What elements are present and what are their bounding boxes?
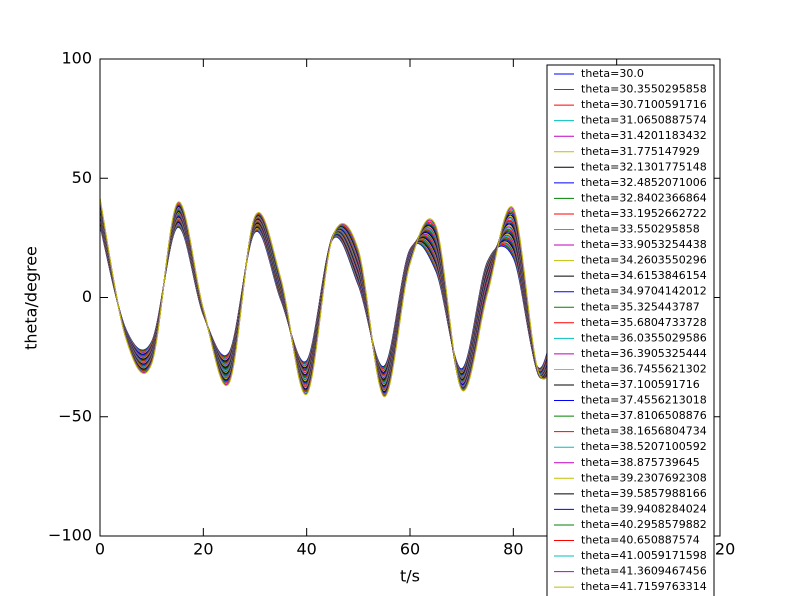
legend-label: theta=30.0 (581, 67, 644, 80)
legend-label: theta=41.0059171598 (581, 549, 707, 562)
series-line (99, 202, 618, 393)
series-line (99, 206, 618, 389)
legend-label: theta=38.1656804734 (581, 425, 707, 438)
legend-label: theta=35.325443787 (581, 300, 700, 313)
legend-label: theta=34.6153846154 (581, 269, 707, 282)
x-tick-label: 80 (503, 540, 523, 559)
series-line (99, 221, 618, 374)
legend-label: theta=31.775147929 (581, 145, 700, 158)
series-line (99, 203, 618, 392)
series-line (99, 223, 618, 372)
legend-label: theta=31.4201183432 (581, 129, 707, 142)
legend-label: theta=38.875739645 (581, 456, 700, 469)
legend-label: theta=39.9408284024 (581, 502, 707, 515)
legend-label: theta=37.8106508876 (581, 409, 707, 422)
legend-label: theta=30.7100591716 (581, 98, 707, 111)
series-line (99, 205, 618, 390)
y-tick-label: 100 (61, 49, 92, 68)
series-line (99, 218, 618, 377)
series-line (99, 200, 618, 395)
series-line (99, 198, 618, 397)
legend-label: theta=37.100591716 (581, 378, 700, 391)
series-line (99, 212, 618, 383)
legend-label: theta=33.9053254438 (581, 238, 707, 251)
legend-label: theta=41.3609467456 (581, 565, 707, 578)
x-tick-label: 0 (95, 540, 105, 559)
legend-label: theta=33.550295858 (581, 223, 700, 236)
y-tick-label: −50 (58, 406, 92, 425)
legend-label: theta=35.6804733728 (581, 316, 707, 329)
legend: theta=30.0 theta=30.3550295858 theta=30.71… (546, 64, 715, 596)
legend-label: theta=36.0355029586 (581, 331, 707, 344)
legend-label: theta=32.1301775148 (581, 160, 707, 173)
legend-label: theta=37.4556213018 (581, 394, 707, 407)
legend-label: theta=36.3905325444 (581, 347, 707, 360)
x-tick-label: 20 (193, 540, 213, 559)
y-tick-label: 50 (72, 168, 92, 187)
series-line (99, 211, 618, 384)
series-line (99, 217, 618, 378)
y-axis-label: theta/degree (22, 246, 41, 350)
legend-box (546, 64, 715, 596)
y-tick-label: 0 (82, 287, 92, 306)
series-line (99, 199, 618, 396)
series-line (99, 204, 618, 391)
series-line (99, 207, 618, 389)
legend-label: theta=40.650887574 (581, 534, 700, 547)
series-line (99, 214, 618, 380)
legend-label: theta=40.2958579882 (581, 518, 707, 531)
legend-label: theta=31.0650887574 (581, 114, 707, 127)
series-line (99, 219, 618, 376)
series-line (99, 213, 618, 381)
series-line (99, 215, 618, 380)
plot-lines (99, 197, 618, 398)
series-line (99, 197, 618, 398)
series-line (99, 213, 618, 382)
legend-label: theta=36.7455621302 (581, 362, 707, 375)
legend-label: theta=39.2307692308 (581, 471, 707, 484)
series-line (99, 224, 618, 371)
legend-label: theta=33.1952662722 (581, 207, 707, 220)
series-line (99, 225, 618, 370)
series-line (99, 210, 618, 385)
series-line (99, 209, 618, 386)
series-line (99, 202, 618, 394)
x-tick-label: 60 (400, 540, 420, 559)
legend-label: theta=41.7159763314 (581, 580, 707, 593)
series-line (99, 201, 618, 394)
legend-label: theta=34.9704142012 (581, 285, 707, 298)
series-line (99, 207, 618, 388)
legend-label: theta=38.5207100592 (581, 440, 707, 453)
series-line (99, 208, 618, 387)
legend-label: theta=34.2603550296 (581, 254, 707, 267)
series-line (99, 216, 618, 379)
legend-label: theta=32.8402366864 (581, 191, 707, 204)
series-line (99, 219, 618, 376)
legend-label: theta=39.5857988166 (581, 487, 707, 500)
series-line (99, 222, 618, 373)
series-line (99, 220, 618, 375)
x-axis-label: t/s (400, 567, 420, 586)
legend-label: theta=30.3550295858 (581, 83, 707, 96)
x-tick-label: 40 (296, 540, 316, 559)
series-line (99, 224, 618, 371)
y-tick-label: −100 (48, 526, 92, 545)
legend-label: theta=32.4852071006 (581, 176, 707, 189)
